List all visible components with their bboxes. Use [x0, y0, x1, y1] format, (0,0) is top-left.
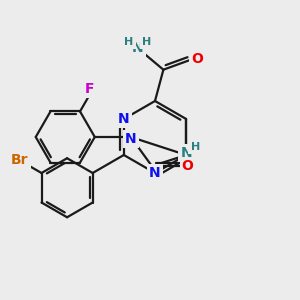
Text: O: O	[191, 52, 203, 66]
Text: H: H	[124, 37, 134, 47]
Text: N: N	[125, 132, 136, 146]
Text: N: N	[149, 166, 161, 180]
Text: H: H	[142, 37, 152, 47]
Text: N: N	[180, 146, 192, 160]
Text: O: O	[182, 159, 194, 173]
Text: F: F	[85, 82, 94, 96]
Text: N: N	[132, 41, 144, 55]
Text: H: H	[190, 142, 200, 152]
Text: N: N	[118, 112, 130, 126]
Text: Br: Br	[11, 153, 28, 167]
